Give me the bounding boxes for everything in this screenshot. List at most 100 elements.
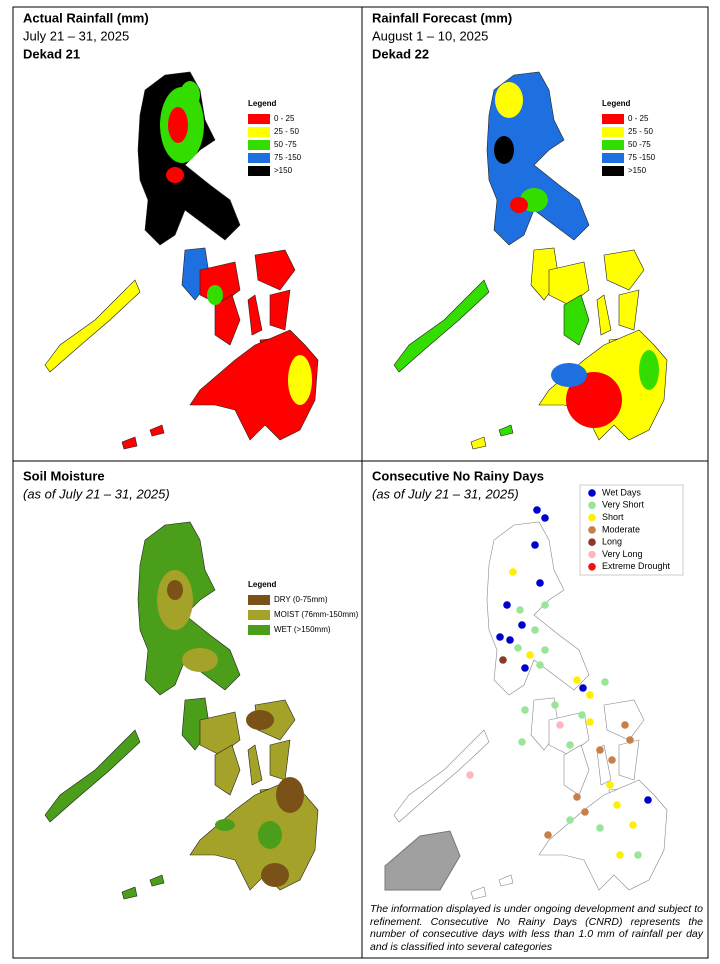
station-dot: [551, 701, 559, 709]
legend-label: 25 - 50: [628, 127, 653, 136]
map: [384, 521, 668, 900]
station-dot: [526, 651, 534, 659]
legend-label: 0 - 25: [274, 114, 295, 123]
region: [182, 648, 218, 672]
panel-title: Soil Moisture: [23, 468, 105, 483]
legend-swatch: [248, 166, 270, 176]
island: [149, 424, 165, 437]
legend-dot: [588, 563, 596, 571]
station-dot: [621, 721, 629, 729]
station-dot: [616, 851, 624, 859]
legend-label: DRY (0-75mm): [274, 595, 328, 604]
panel-title: Rainfall Forecast (mm): [372, 10, 512, 25]
region: [180, 81, 200, 109]
legend-dot: [588, 513, 596, 522]
station-dot: [644, 796, 652, 804]
legend-title: Legend: [602, 99, 631, 108]
region: [639, 350, 659, 390]
station-dot: [608, 756, 616, 764]
legend-label: Very Long: [602, 549, 643, 559]
station-dot: [626, 736, 634, 744]
island: [563, 294, 590, 346]
island: [603, 249, 645, 291]
legend-label: Short: [602, 512, 624, 522]
island: [618, 289, 640, 331]
legend-swatch: [248, 625, 270, 635]
panel-subtitle: (as of July 21 – 31, 2025): [23, 486, 170, 501]
station-dot: [533, 506, 541, 514]
legend-swatch: [248, 114, 270, 124]
legend-dot: [588, 550, 596, 559]
legend-dot: [588, 501, 596, 510]
legend-label: Long: [602, 537, 622, 547]
legend-dot: [588, 526, 596, 534]
island: [470, 886, 487, 900]
station-dot: [536, 579, 544, 587]
island: [44, 279, 141, 373]
legend-box: [579, 484, 684, 576]
station-dot: [521, 664, 529, 672]
region: [258, 821, 282, 849]
station-dot: [573, 793, 581, 801]
station-dot: [596, 824, 604, 832]
station-dot: [516, 606, 524, 614]
station-dot: [499, 656, 507, 664]
island: [603, 699, 645, 741]
station-dot: [518, 738, 526, 746]
island: [247, 294, 263, 336]
legend-dot: [588, 489, 596, 497]
island: [393, 729, 490, 823]
legend-label: 50 -75: [274, 140, 297, 149]
island: [548, 261, 590, 306]
station-dot: [634, 851, 642, 859]
region: [168, 107, 188, 143]
station-dot: [521, 706, 529, 714]
island: [121, 886, 138, 900]
legend-dot: [588, 538, 596, 546]
island: [149, 874, 165, 887]
panel-subtitle: August 1 – 10, 2025: [372, 28, 488, 43]
note: The information displayed is under ongoi…: [370, 903, 703, 953]
island: [486, 521, 590, 696]
legend-swatch: [248, 595, 270, 605]
station-dot: [506, 636, 514, 644]
island: [44, 729, 141, 823]
region: [510, 197, 528, 213]
island: [498, 874, 514, 887]
panel-subtitle: (as of July 21 – 31, 2025): [372, 486, 519, 501]
station-dot: [586, 691, 594, 699]
legend-swatch: [248, 127, 270, 137]
station-dot: [531, 541, 539, 549]
legend-swatch: [602, 153, 624, 163]
frame: [12, 6, 709, 959]
station-dot: [573, 676, 581, 684]
panel-dekad: Dekad 22: [372, 46, 429, 61]
legend-label: Very Short: [602, 500, 645, 510]
map: [44, 71, 319, 450]
station-dot: [509, 568, 517, 576]
island: [269, 739, 291, 781]
region: [494, 136, 514, 164]
legend-swatch: [602, 114, 624, 124]
station-dot: [503, 601, 511, 609]
island: [563, 744, 590, 796]
station-dot: [629, 821, 637, 829]
legend-label: WET (>150mm): [274, 625, 331, 634]
legend-label: 0 - 25: [628, 114, 649, 123]
station-dot: [541, 514, 549, 522]
region: [166, 167, 184, 183]
legend-swatch: [602, 166, 624, 176]
station-dot: [531, 626, 539, 634]
island: [199, 711, 241, 756]
island: [189, 329, 319, 441]
station-dot: [581, 808, 589, 816]
legend-label: 50 -75: [628, 140, 651, 149]
island: [618, 739, 640, 781]
island: [596, 294, 612, 336]
station-dot: [544, 831, 552, 839]
legend-label: Extreme Drought: [602, 561, 671, 571]
panel-title: Actual Rainfall (mm): [23, 10, 149, 25]
map: [44, 521, 319, 900]
